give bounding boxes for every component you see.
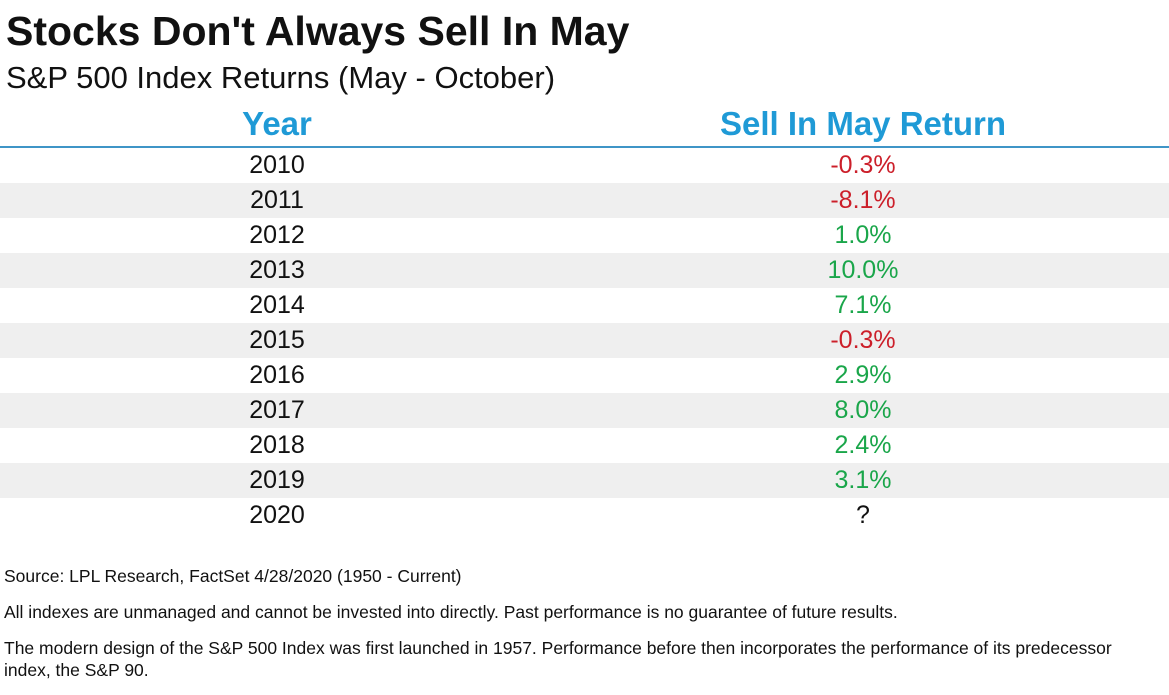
table-body: 2010 -0.3% 2011 -8.1% 2012 1.0% 2013 10.0% 2014 7…	[0, 148, 1169, 533]
history-note: The modern design of the S&P 500 Index w…	[4, 638, 1112, 680]
table-row: 2019 3.1%	[0, 463, 1169, 498]
year-cell: 2017	[249, 396, 305, 424]
return-cell: 2.9%	[834, 361, 892, 389]
table-row: 2016 2.9%	[0, 358, 1169, 393]
year-cell: 2019	[249, 466, 305, 494]
return-cell: 10.0%	[827, 256, 899, 284]
column-header-return: Sell In May Return	[719, 105, 1007, 142]
year-cell: 2016	[249, 361, 305, 389]
year-cell: 2014	[249, 291, 305, 319]
return-cell: ?	[856, 501, 870, 529]
table-row: 2015 -0.3%	[0, 323, 1169, 358]
year-cell: 2010	[249, 151, 305, 179]
source-note: Source: LPL Research, FactSet 4/28/2020 …	[4, 566, 462, 586]
return-cell: 2.4%	[834, 431, 892, 459]
table-row: 2013 10.0%	[0, 253, 1169, 288]
returns-table: Year Sell In May Return 2010 -0.3% 2011 -8.…	[0, 104, 1169, 533]
footnotes: Source: LPL Research, FactSet 4/28/2020 …	[4, 565, 1159, 695]
return-cell: 8.0%	[834, 396, 892, 424]
table-row: 2011 -8.1%	[0, 183, 1169, 218]
return-cell: 7.1%	[834, 291, 892, 319]
return-cell: -8.1%	[830, 186, 896, 214]
year-cell: 2012	[249, 221, 305, 249]
table-row: 2014 7.1%	[0, 288, 1169, 323]
disclaimer-note: All indexes are unmanaged and cannot be …	[4, 602, 898, 622]
chart-subtitle: S&P 500 Index Returns (May - October)	[6, 60, 556, 95]
year-cell: 2015	[249, 326, 305, 354]
chart-title: Stocks Don't Always Sell In May	[6, 8, 630, 54]
column-header-year: Year	[242, 105, 312, 142]
return-cell: -0.3%	[830, 326, 896, 354]
table-header-row: Year Sell In May Return	[0, 104, 1169, 148]
return-cell: 3.1%	[834, 466, 892, 494]
year-cell: 2013	[249, 256, 305, 284]
year-cell: 2018	[249, 431, 305, 459]
year-cell: 2011	[250, 186, 304, 214]
table-row: 2012 1.0%	[0, 218, 1169, 253]
table-row: 2018 2.4%	[0, 428, 1169, 463]
return-cell: -0.3%	[830, 151, 896, 179]
table-row: 2020?	[0, 498, 1169, 533]
year-cell: 2020	[249, 501, 305, 529]
table-row: 2010 -0.3%	[0, 148, 1169, 183]
return-cell: 1.0%	[834, 221, 892, 249]
table-row: 2017 8.0%	[0, 393, 1169, 428]
